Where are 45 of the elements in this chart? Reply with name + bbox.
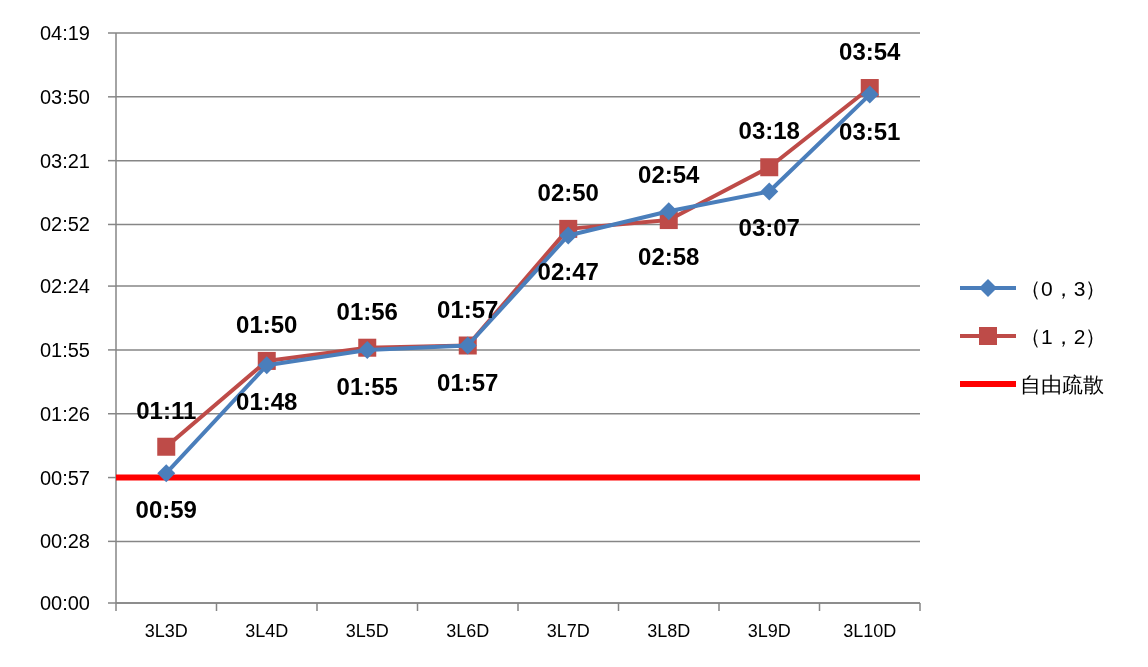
y-tick-label: 01:26 [39,402,90,425]
data-label: 02:50 [537,178,599,206]
data-label: 01:50 [236,310,298,338]
point [257,356,276,375]
point [157,464,176,483]
point [760,182,779,201]
data-label: 03:54 [839,38,902,66]
x-tick-label: 3L9D [747,621,791,641]
data-label: 01:57 [437,295,499,323]
data-label: 02:58 [638,243,700,271]
data-label: 01:57 [437,368,499,396]
point [559,226,578,245]
y-tick-label: 01:55 [39,338,90,361]
y-tick-label: 03:50 [39,85,90,108]
data-label: 03:18 [738,117,800,145]
y-tick-label: 03:21 [39,149,90,172]
data-label: 01:55 [336,372,398,400]
y-tick-label: 00:57 [39,466,90,489]
legend-label: （0，3） [1020,277,1107,300]
data-label: 01:56 [336,297,398,325]
legend-label: 自由疏散 [1020,373,1104,396]
x-tick-label: 3L3D [144,621,188,641]
x-tick-label: 3L4D [245,621,289,641]
data-label: 02:47 [537,258,599,286]
data-label: 00:59 [135,496,197,524]
point [659,202,678,221]
data-label: 03:07 [738,214,800,242]
x-tick-label: 3L7D [546,621,590,641]
point [860,85,879,104]
data-label: 01:11 [136,396,197,424]
data-label: 01:48 [236,388,298,416]
y-tick-label: 04:19 [39,22,90,44]
data-label: 03:51 [839,117,901,145]
y-tick-label: 00:28 [39,530,90,553]
point [760,158,779,177]
legend-label: （1，2） [1020,325,1107,348]
point [157,437,176,456]
x-tick-label: 3L8D [647,621,691,641]
y-tick-label: 02:52 [39,213,90,236]
data-label: 02:54 [638,161,701,189]
y-tick-label: 00:00 [39,592,90,614]
x-tick-label: 3L6D [446,621,490,641]
y-tick-label: 02:24 [39,275,90,298]
x-tick-label: 3L5D [345,621,389,641]
x-tick-label: 3L10D [843,621,897,641]
